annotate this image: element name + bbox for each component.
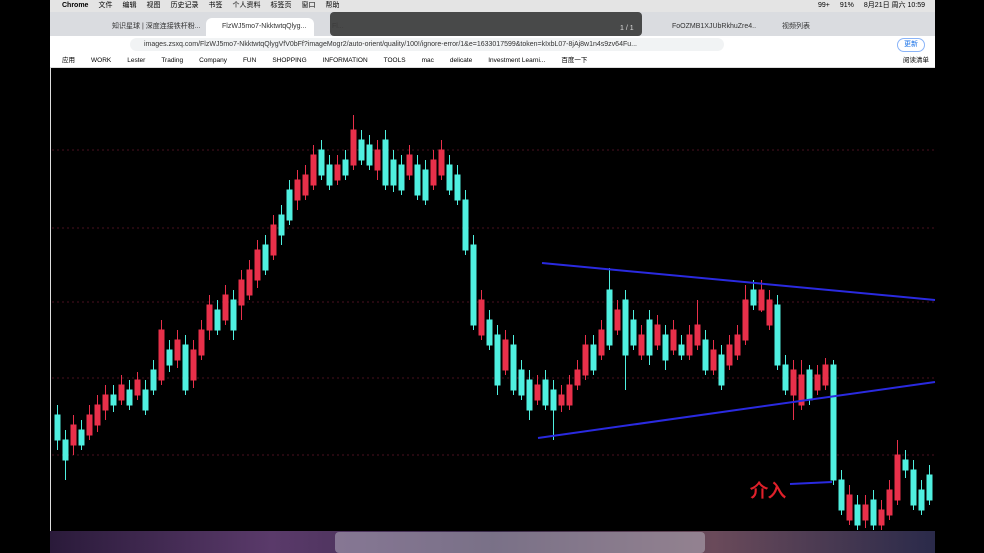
candles-down [54,130,933,530]
bookmark[interactable]: mac [421,57,434,64]
url-field[interactable]: images.zsxq.com/FlzWJ5mo7-NkktwtqQlygVfV… [130,38,724,51]
bookmark[interactable]: 百度一下 [561,57,588,64]
bookmark[interactable]: Investment Learni... [488,57,546,64]
reading-list[interactable]: 阅读清单 [903,57,929,64]
menu-item[interactable]: 书签 [208,2,223,9]
bookmark[interactable]: INFORMATION [322,57,368,64]
grid-lines [52,149,935,456]
clock[interactable]: 8月21日 周六 10:59 [863,2,925,9]
menu-item[interactable]: 文件 [98,2,113,9]
menu-item[interactable]: 历史记录 [170,2,199,9]
tab[interactable]: 视频列表 [782,23,810,30]
candles-up [70,115,901,530]
badge[interactable]: 99+ [818,2,830,9]
update-button[interactable]: 更新 [897,38,925,52]
app-name[interactable]: Chrome [62,2,89,9]
menu-bar: Chrome 文件 编辑 视图 历史记录 书签 个人资料 标签页 窗口 帮助 9… [50,0,935,12]
tab[interactable]: FoOZMB1XJUbRkhuZre4... [672,23,756,30]
address-bar: images.zsxq.com/FlzWJ5mo7-NkktwtqQlygVfV… [50,36,935,53]
bookmark[interactable]: WORK [91,57,112,64]
bookmark[interactable]: Lester [127,57,146,64]
bookmark[interactable]: TOOLS [383,57,406,64]
page-counter: 1 / 1 [620,25,634,32]
bookmarks-bar: 应用 WORK Lester Trading Company FUN SHOPP… [50,53,935,68]
tab[interactable]: FlzWJ5mo7-NkktwtqQlyg... [206,18,314,36]
chart-image: 介入 [0,68,936,531]
bookmark[interactable]: delicate [449,57,473,64]
bookmark[interactable]: 应用 [62,57,75,64]
menu-item[interactable]: 标签页 [270,2,292,9]
annotation: 介入 [749,480,786,501]
bookmark[interactable]: SHOPPING [272,57,307,64]
status-area: 99+ 91% 8月21日 周六 10:59 [818,0,935,12]
menu-item[interactable]: 帮助 [325,2,340,9]
bookmark[interactable]: Company [199,57,227,64]
menu-item[interactable]: 编辑 [122,2,137,9]
dock [50,531,935,553]
annotation-toolbar: 1 / 1 [330,12,642,36]
tab[interactable]: 知识星球 | 深度连接铁杆粉... [112,23,201,30]
entry-line [789,481,833,485]
battery[interactable]: 91% [839,2,854,9]
trend-line-lower [537,381,936,439]
menu-item[interactable]: 视图 [146,2,161,9]
dock-bar [335,532,705,553]
menu-item[interactable]: 窗口 [301,2,316,9]
trend-line-upper [541,262,936,301]
menu-item[interactable]: 个人资料 [232,2,261,9]
letterbox-left [0,68,50,531]
bookmark[interactable]: Trading [161,57,184,64]
bookmark[interactable]: FUN [242,57,257,64]
